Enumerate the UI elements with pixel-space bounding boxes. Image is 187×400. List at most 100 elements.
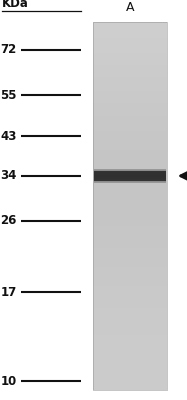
Bar	[93, 288, 167, 290]
Bar	[93, 105, 167, 107]
Bar	[93, 117, 167, 119]
Bar	[93, 339, 167, 341]
Bar	[93, 353, 167, 354]
Bar	[93, 68, 167, 70]
Bar	[94, 169, 166, 183]
Bar	[93, 340, 167, 342]
Text: 26: 26	[0, 214, 17, 228]
Bar	[93, 133, 167, 135]
Bar	[93, 169, 167, 170]
Bar	[93, 111, 167, 113]
Bar	[93, 354, 167, 356]
Bar	[93, 316, 167, 318]
Bar	[93, 245, 167, 246]
Bar	[93, 160, 167, 162]
Bar	[93, 358, 167, 359]
Bar	[93, 130, 167, 131]
Bar	[93, 317, 167, 319]
Bar	[93, 152, 167, 153]
Bar	[93, 51, 167, 53]
Bar	[93, 216, 167, 217]
Bar	[93, 219, 167, 221]
Bar	[93, 150, 167, 152]
Bar	[93, 154, 167, 156]
Bar	[93, 190, 167, 191]
Bar	[93, 202, 167, 204]
Bar	[93, 155, 167, 157]
Bar	[93, 254, 167, 255]
Bar	[93, 382, 167, 384]
Bar	[93, 234, 167, 236]
Bar	[93, 386, 167, 388]
Bar	[93, 230, 167, 232]
Bar	[93, 374, 167, 375]
Bar	[93, 181, 167, 183]
Bar	[93, 321, 167, 322]
Bar	[93, 102, 167, 104]
Bar	[93, 333, 167, 335]
Bar	[93, 372, 167, 374]
Bar	[93, 33, 167, 34]
Bar	[93, 162, 167, 163]
Bar	[93, 118, 167, 120]
Bar	[93, 224, 167, 226]
Bar	[93, 384, 167, 385]
Bar	[93, 263, 167, 265]
Bar	[93, 292, 167, 293]
Bar	[93, 285, 167, 287]
Text: 72: 72	[1, 43, 17, 56]
Bar	[93, 286, 167, 288]
Bar	[93, 326, 167, 328]
Bar	[93, 320, 167, 321]
Bar	[93, 204, 167, 206]
Bar	[93, 96, 167, 98]
Bar	[93, 67, 167, 69]
Bar	[93, 184, 167, 185]
Bar	[93, 24, 167, 26]
Bar	[93, 144, 167, 146]
Bar	[93, 175, 167, 176]
Bar	[93, 120, 167, 121]
Bar	[93, 92, 167, 93]
Bar	[93, 336, 167, 337]
Bar	[93, 306, 167, 308]
Bar	[93, 143, 167, 145]
Bar	[93, 26, 167, 28]
Bar	[93, 300, 167, 302]
Bar	[93, 312, 167, 314]
Bar	[93, 206, 167, 207]
Bar	[93, 284, 167, 286]
Bar	[93, 36, 167, 38]
Bar	[93, 156, 167, 158]
Bar	[93, 74, 167, 76]
Bar	[93, 192, 167, 194]
Bar	[93, 198, 167, 200]
Bar	[93, 132, 167, 134]
Bar	[93, 28, 167, 29]
Bar	[93, 116, 167, 118]
Bar	[93, 264, 167, 266]
Bar	[93, 309, 167, 310]
Bar	[93, 252, 167, 254]
Bar	[93, 304, 167, 305]
Bar	[93, 101, 167, 103]
Bar	[93, 377, 167, 379]
Bar	[93, 163, 167, 164]
Bar	[93, 242, 167, 244]
Bar	[93, 376, 167, 378]
Bar	[93, 159, 167, 161]
Bar	[93, 293, 167, 294]
Bar	[93, 124, 167, 125]
Bar	[93, 294, 167, 296]
Bar	[93, 274, 167, 276]
Bar	[93, 217, 167, 218]
Bar	[93, 126, 167, 128]
Bar	[93, 137, 167, 138]
Bar	[93, 136, 167, 137]
Bar	[93, 209, 167, 211]
Text: A: A	[126, 1, 134, 14]
Bar	[93, 352, 167, 353]
Bar	[93, 363, 167, 364]
Bar	[93, 196, 167, 198]
Bar	[93, 125, 167, 126]
